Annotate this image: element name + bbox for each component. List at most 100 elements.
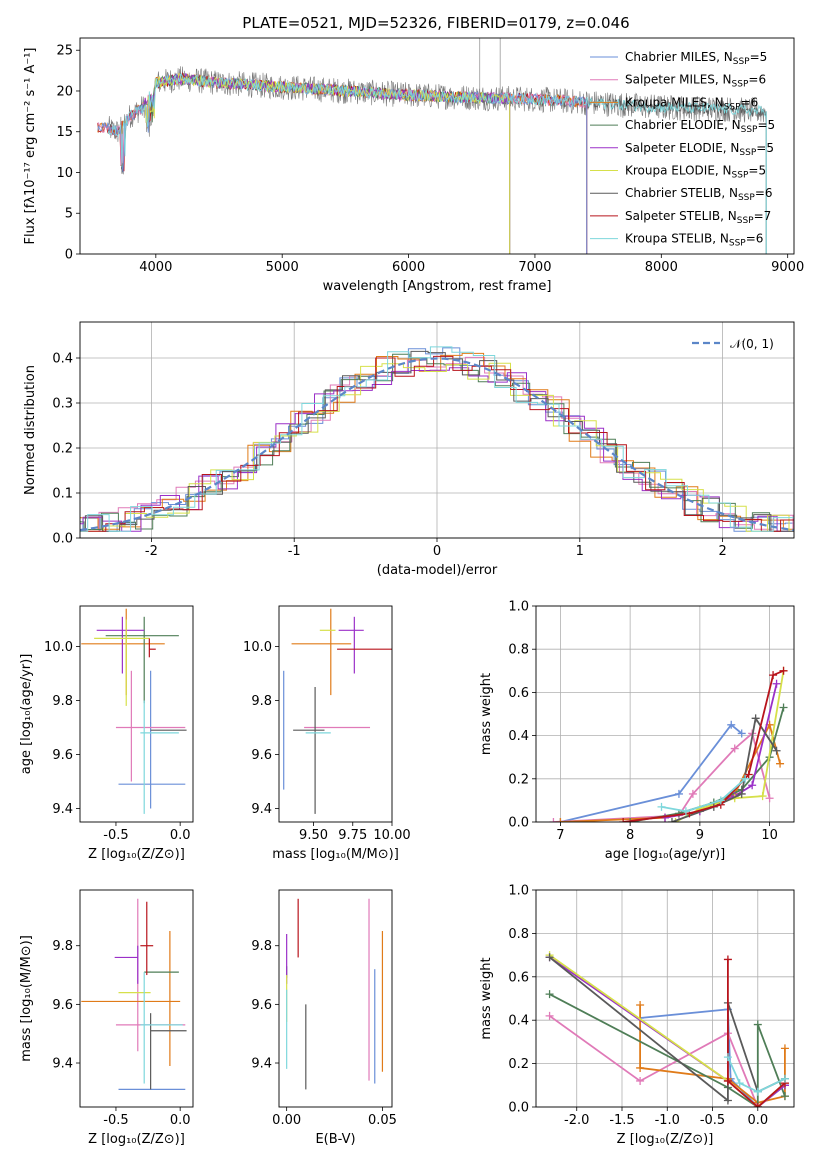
axes-frame (79, 889, 194, 1108)
weight-marker (780, 1044, 789, 1053)
x-tick-label: -0.5 (700, 1113, 725, 1128)
axes-frame (278, 605, 393, 823)
weight-marker (776, 759, 785, 768)
weight-marker (674, 789, 683, 798)
x-tick-label: 0.0 (747, 1113, 768, 1128)
weight-marker (780, 1074, 789, 1083)
y-tick-label: 9.4 (52, 1057, 73, 1072)
weight-marker (737, 789, 746, 798)
weight-marker (753, 1103, 762, 1107)
x-axis-label: (data-model)/error (377, 563, 498, 578)
y-tick-label: 10.0 (243, 640, 272, 655)
legend-entry: Salpeter STELIB, NSSP=7 (625, 209, 771, 226)
mass-vs-Z-panel: -0.5 0.0 9.4 9.6 9.8 Z [log₁₀(Z/Z⊙)] mass [log… (19, 889, 194, 1147)
y-axis-label: age [log₁₀(age/yr)] (19, 654, 34, 775)
x-axis-label: Z [log₁₀(Z/Z⊙)] (88, 1132, 185, 1147)
y-tick-label: 9.8 (251, 694, 272, 709)
legend-entry: 𝒩(0, 1) (730, 337, 774, 351)
weight-marker (779, 703, 788, 712)
residual-histogram (80, 346, 794, 532)
age-vs-Z-panel: -0.5 0.0 9.4 9.6 9.8 10.0 Z [log₁₀(Z/Z⊙)] age [… (19, 605, 194, 862)
weight-marker (772, 746, 781, 755)
y-axis-label: Normed distribution (23, 365, 38, 495)
weight-marker (727, 720, 736, 729)
y-tick-label: 9.4 (52, 802, 73, 817)
y-tick-label: 9.6 (251, 748, 272, 763)
residual-histogram (80, 347, 794, 532)
y-tick-label: 0 (65, 248, 73, 263)
y-tick-label: 0.0 (508, 816, 529, 831)
residual-histogram (80, 350, 794, 532)
weight-marker (545, 1011, 554, 1020)
x-tick-label: -0.5 (103, 1113, 128, 1128)
y-tick-label: 0.4 (508, 729, 529, 744)
weight-marker (556, 818, 565, 822)
age-vs-mass-panel: 9.50 9.75 10.00 9.4 9.6 9.8 10.0 mass [log₁₀(M/… (243, 605, 411, 862)
y-tick-label: 9.4 (251, 802, 272, 817)
weight-line (560, 722, 781, 822)
axes-frame (535, 605, 795, 823)
y-tick-label: 0.2 (52, 442, 73, 457)
weight-marker (772, 679, 781, 688)
weight-marker (545, 953, 554, 962)
x-tick-label: 5000 (266, 260, 299, 275)
weight-line (727, 1056, 786, 1093)
residuals-panel: -2 -1 0 1 2 0.0 0.1 0.2 0.3 0.4 (data-model)/error… (23, 321, 795, 578)
x-tick-label: 9000 (771, 260, 804, 275)
y-tick-label: 9.8 (251, 939, 272, 954)
weight-marker (758, 792, 767, 801)
y-tick-label: 9.6 (52, 748, 73, 763)
x-tick-label: 6000 (392, 260, 425, 275)
y-tick-label: 0.1 (52, 487, 73, 502)
weight-marker (723, 1053, 732, 1062)
y-tick-label: 5 (65, 207, 73, 222)
y-tick-label: 9.8 (52, 694, 73, 709)
weight-line (623, 669, 784, 822)
x-tick-label: 2 (718, 544, 726, 559)
axes-frame (535, 889, 795, 1108)
legend-entry: Kroupa MILES, NSSP=6 (625, 95, 758, 112)
y-tick-label: 0.3 (52, 397, 73, 412)
legend-entry: Chabrier ELODIE, NSSP=5 (625, 118, 775, 135)
weight-marker (626, 818, 635, 822)
weight-marker (744, 770, 753, 779)
weight-marker (753, 1087, 762, 1096)
y-tick-label: 9.8 (52, 939, 73, 954)
weight-marker (723, 955, 732, 964)
axes-frame (79, 321, 795, 539)
x-tick-label: -1.5 (609, 1113, 634, 1128)
x-tick-label: 1 (576, 544, 584, 559)
y-tick-label: 25 (56, 44, 73, 59)
weight-marker (769, 671, 778, 680)
weight-marker (723, 1076, 732, 1085)
weight-marker (671, 818, 680, 822)
weight-marker (753, 1020, 762, 1029)
mass-vs-EBV-panel: 0.00 0.05 9.4 9.6 9.8 E(B-V) (251, 889, 397, 1147)
weight-marker (741, 774, 750, 783)
x-tick-label: 0 (433, 544, 441, 559)
y-tick-label: 1.0 (508, 600, 529, 615)
x-tick-label: 9.50 (299, 828, 328, 843)
y-tick-label: 1.0 (508, 884, 529, 899)
x-axis-label: E(B-V) (315, 1132, 355, 1147)
legend-entry: Chabrier STELIB, NSSP=6 (625, 186, 773, 203)
weight-marker (737, 729, 746, 738)
x-tick-label: 10 (761, 828, 778, 843)
x-tick-label: -2.0 (564, 1113, 589, 1128)
y-tick-label: 10 (56, 166, 73, 181)
weight-marker (619, 818, 628, 822)
weight-marker (730, 744, 739, 753)
weight-marker (779, 666, 788, 675)
y-axis-label: mass weight (479, 957, 494, 1039)
x-tick-label: 0.05 (368, 1113, 397, 1128)
figure-title: PLATE=0521, MJD=52326, FIBERID=0179, z=0… (242, 14, 629, 32)
weight-marker (549, 818, 558, 822)
weight-marker (681, 807, 690, 816)
x-tick-label: -1.0 (655, 1113, 680, 1128)
y-tick-label: 0.2 (508, 1057, 529, 1072)
y-axis-label: mass weight (479, 673, 494, 755)
axes-frame (79, 605, 194, 823)
y-tick-label: 0.4 (508, 1014, 529, 1029)
weight-marker (636, 1076, 645, 1085)
